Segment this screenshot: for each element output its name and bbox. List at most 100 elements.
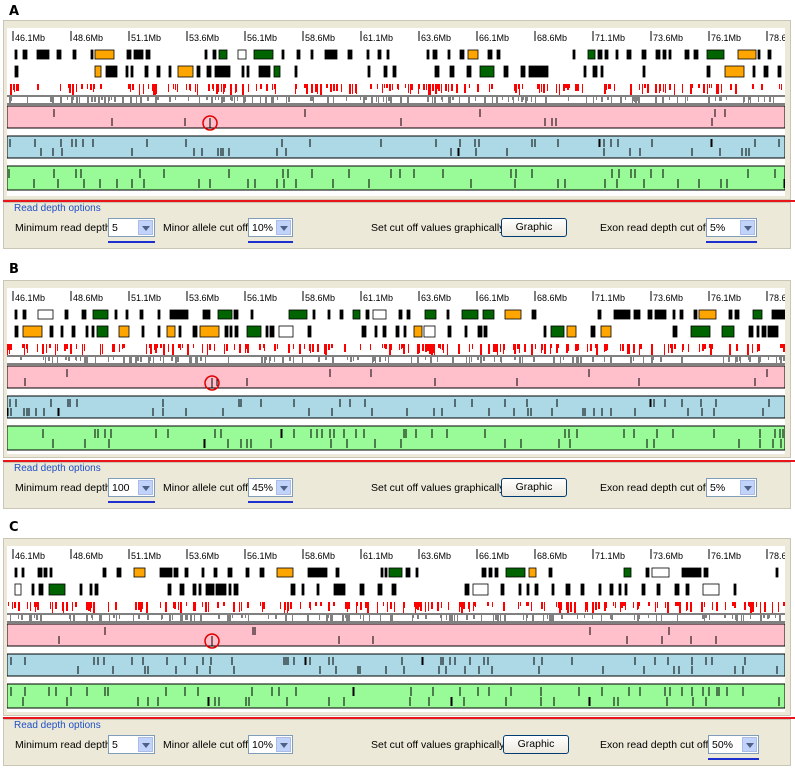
- exon-gray-bar: [10, 615, 11, 622]
- exon-gray-bar: [380, 615, 381, 623]
- chevron-down-icon[interactable]: [740, 480, 755, 495]
- exon-gray-bar: [561, 615, 563, 619]
- panel-label: A: [9, 4, 20, 19]
- exon-red-bar: [527, 602, 529, 606]
- gene-block: [367, 65, 371, 78]
- min-read-depth-select[interactable]: 5: [108, 218, 155, 237]
- exon-red-bar: [295, 84, 297, 89]
- minor-allele-select[interactable]: 10%: [248, 735, 293, 754]
- gene-block: [703, 567, 709, 578]
- gene-block: [204, 49, 208, 60]
- chevron-down-icon[interactable]: [138, 480, 153, 495]
- exon-red-bar: [590, 344, 592, 351]
- exon-gray-bar: [572, 357, 574, 365]
- exon-gray-bar: [371, 97, 373, 100]
- genome-track[interactable]: 46.1Mb 48.6Mb 51.1Mb 53.6Mb 56.1Mb 58.6Mb 61.1…: [7, 288, 785, 454]
- exon-gray-bar: [560, 357, 561, 365]
- gene-block: [215, 583, 227, 596]
- exon-gray-bar: [457, 615, 458, 621]
- exon-red-bar: [699, 344, 700, 352]
- exon-gray-bar: [175, 357, 177, 364]
- gene-block: [269, 325, 275, 338]
- exon-red-bar: [614, 84, 615, 91]
- gene-block: [228, 583, 232, 596]
- exon-read-depth-select[interactable]: 5%: [706, 478, 757, 497]
- exon-red-bar: [260, 84, 262, 89]
- genome-track[interactable]: 46.1Mb 48.6Mb 51.1Mb 53.6Mb 56.1Mb 58.6Mb 61.1…: [7, 546, 785, 712]
- exon-red-bar: [69, 84, 71, 93]
- exon-gray-bar: [269, 357, 270, 364]
- gene-block: [133, 49, 144, 60]
- gene-block: [361, 325, 367, 338]
- exon-read-depth-select[interactable]: 5%: [706, 218, 757, 237]
- graphic-button[interactable]: Graphic: [501, 478, 567, 497]
- exon-red-bar: [382, 84, 383, 93]
- exon-gray-bar: [252, 97, 253, 104]
- chevron-down-icon[interactable]: [276, 220, 291, 235]
- exon-gray-bar: [182, 615, 183, 623]
- chevron-down-icon[interactable]: [138, 220, 153, 235]
- min-read-depth-select[interactable]: 5: [108, 735, 155, 754]
- axis-tick-label: 61.1Mb: [363, 33, 393, 43]
- exon-gray-bar: [610, 615, 612, 619]
- exon-gray-bar: [218, 97, 219, 100]
- exon-red-bar: [460, 602, 462, 607]
- exon-red-bar: [556, 602, 557, 606]
- exon-red-bar: [299, 344, 301, 354]
- exon-red-bar: [63, 602, 64, 613]
- exon-red-bar: [37, 84, 39, 90]
- chevron-down-icon[interactable]: [138, 737, 153, 752]
- exon-red-bar: [377, 602, 378, 607]
- exon-gray-bar: [378, 97, 379, 104]
- exon-red-bar: [582, 84, 583, 93]
- exon-red-bar: [392, 84, 393, 90]
- exon-red-bar: [113, 344, 115, 352]
- gene-block: [461, 309, 479, 320]
- exon-red-bar: [556, 84, 557, 93]
- minor-allele-select[interactable]: 10%: [248, 218, 293, 237]
- exon-gray-bar: [383, 97, 384, 102]
- gene-block: [609, 583, 614, 596]
- exon-red-bar: [671, 344, 673, 353]
- exon-gray-bar: [768, 357, 769, 360]
- chevron-down-icon[interactable]: [276, 480, 291, 495]
- exon-gray-bar: [449, 97, 451, 105]
- gene-block: [116, 567, 122, 578]
- gene-block: [14, 583, 22, 596]
- genome-track[interactable]: 46.1Mb 48.6Mb 51.1Mb 53.6Mb 56.1Mb 58.6Mb 61.1…: [7, 28, 785, 196]
- gene-block: [645, 567, 650, 578]
- exon-red-bar: [702, 344, 704, 351]
- gene-block: [273, 65, 281, 78]
- graphic-button[interactable]: Graphic: [501, 218, 567, 237]
- exon-gray-bar: [319, 615, 320, 620]
- exon-gray-bar: [98, 97, 100, 104]
- snp-track: [7, 395, 785, 419]
- minor-allele-label: Minor allele cut off: [163, 222, 249, 234]
- min-read-depth-value: 5: [112, 222, 118, 234]
- exon-red-bar: [475, 602, 476, 607]
- gene-block: [734, 309, 740, 320]
- chevron-down-icon[interactable]: [742, 737, 757, 752]
- exon-red-bar: [730, 84, 732, 90]
- exon-red-bar: [623, 602, 625, 606]
- exon-gray-bar: [80, 357, 81, 361]
- exon-red-bar: [173, 84, 174, 89]
- minor-allele-value: 45%: [252, 482, 274, 494]
- exon-red-bar: [448, 84, 449, 92]
- chevron-down-icon[interactable]: [740, 220, 755, 235]
- graphic-button[interactable]: Graphic: [503, 735, 569, 754]
- gene-block: [597, 309, 602, 320]
- exon-gray-bar: [302, 357, 303, 365]
- minor-allele-select[interactable]: 45%: [248, 478, 293, 497]
- read-depth-options-title: Read depth options: [14, 463, 101, 474]
- chevron-down-icon[interactable]: [276, 737, 291, 752]
- gene-block: [145, 49, 151, 60]
- axis-tick-label: 48.6Mb: [73, 293, 103, 303]
- exon-red-bar: [442, 344, 444, 350]
- exon-red-bar: [24, 344, 25, 355]
- exon-read-depth-select[interactable]: 50%: [708, 735, 759, 754]
- graphic-cutoff-label: Set cut off values graphically: [371, 222, 505, 234]
- exon-gray-bar: [293, 357, 294, 363]
- exon-gray-bar: [512, 97, 513, 100]
- min-read-depth-select[interactable]: 100: [108, 478, 155, 497]
